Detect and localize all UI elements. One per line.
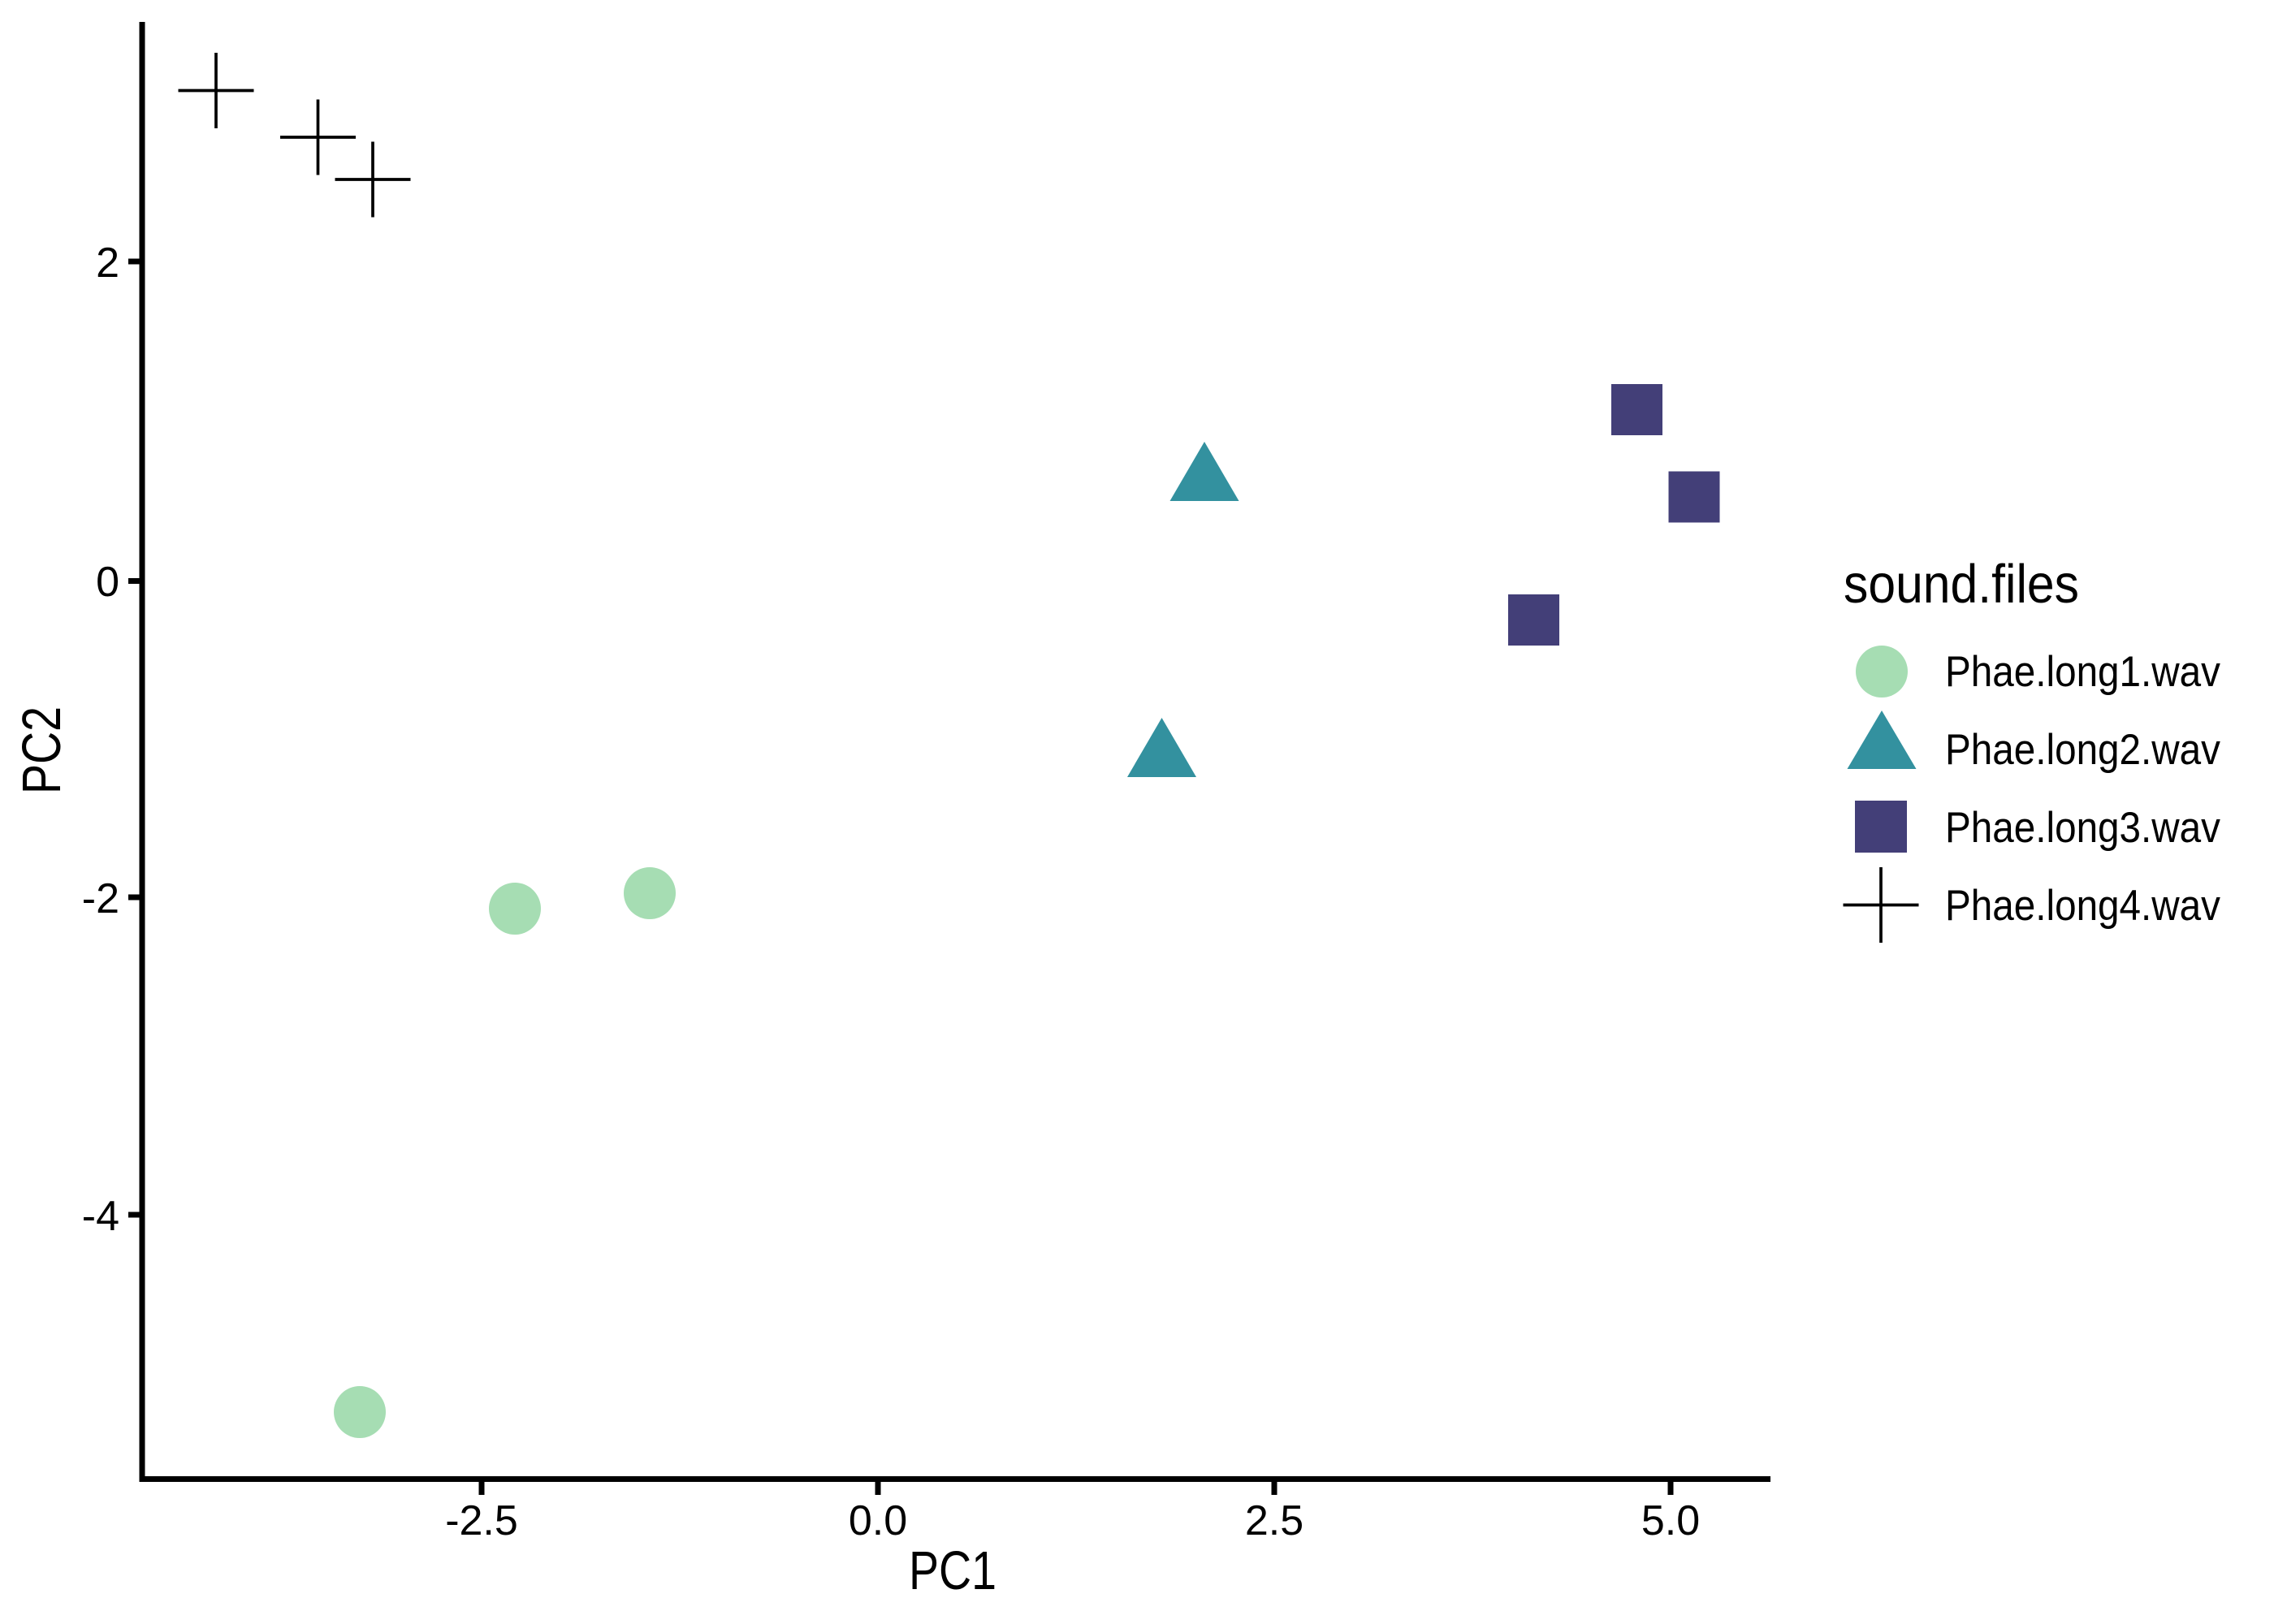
svg-text:Phae.long3.wav: Phae.long3.wav	[1945, 804, 2220, 852]
svg-text:-4: -4	[82, 1193, 119, 1240]
svg-text:Phae.long1.wav: Phae.long1.wav	[1945, 648, 2220, 696]
svg-text:2.5: 2.5	[1245, 1497, 1303, 1544]
svg-text:PC1: PC1	[909, 1540, 996, 1601]
svg-text:Phae.long2.wav: Phae.long2.wav	[1945, 726, 2220, 774]
svg-text:0: 0	[96, 559, 119, 606]
svg-text:-2: -2	[82, 875, 119, 922]
svg-text:PC2: PC2	[11, 706, 72, 794]
svg-text:sound.files: sound.files	[1844, 554, 2079, 615]
svg-text:-2.5: -2.5	[445, 1497, 518, 1544]
svg-text:Phae.long4.wav: Phae.long4.wav	[1945, 882, 2220, 930]
svg-text:0.0: 0.0	[849, 1497, 907, 1544]
svg-text:2: 2	[96, 240, 119, 287]
svg-text:5.0: 5.0	[1641, 1497, 1700, 1544]
